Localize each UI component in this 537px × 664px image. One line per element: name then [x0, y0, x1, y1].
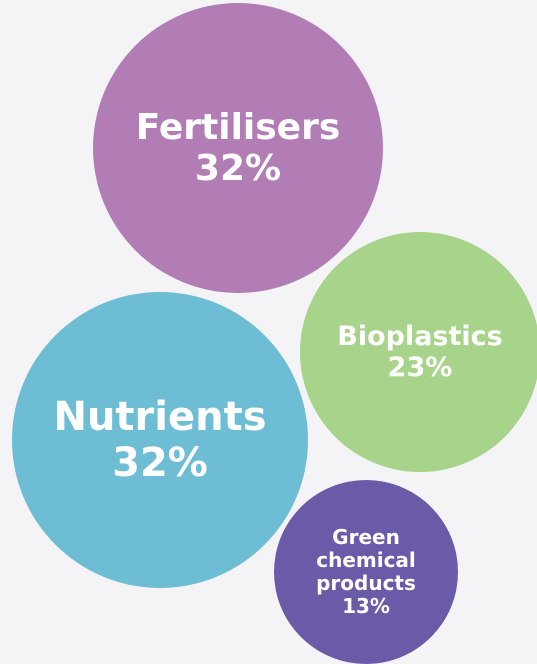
value-label: 23% [320, 352, 520, 383]
category-label: Nutrients [40, 394, 280, 440]
value-label: 32% [118, 148, 358, 189]
page: Fertilisers32%Bioplastics23%Nutrients32%… [0, 0, 537, 664]
value-label: 32% [40, 440, 280, 486]
category-label: Green chemical products [301, 526, 431, 595]
category-label: Bioplastics [320, 321, 520, 352]
category-label: Fertilisers [118, 107, 358, 148]
value-label: 13% [301, 595, 431, 618]
